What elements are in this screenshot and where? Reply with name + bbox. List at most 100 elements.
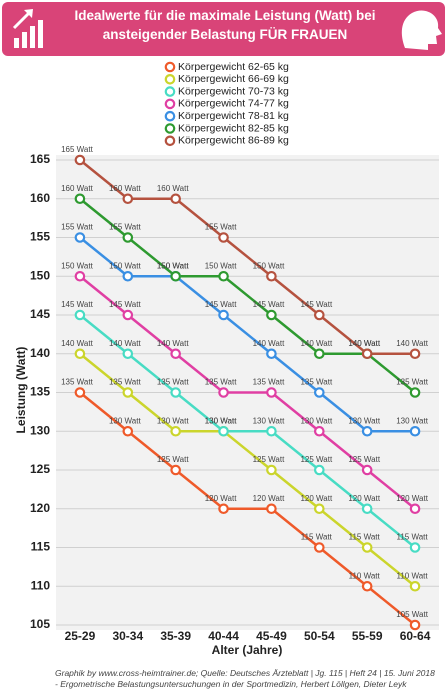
y-tick-label: 165 <box>30 152 50 166</box>
data-point <box>122 309 134 321</box>
data-point <box>314 503 325 515</box>
data-label: 150 Watt <box>157 261 189 270</box>
data-point <box>314 309 325 321</box>
data-label: 130 Watt <box>396 416 428 425</box>
data-point <box>314 387 325 398</box>
data-label: 120 Watt <box>396 494 428 503</box>
data-label: 135 Watt <box>300 378 332 387</box>
data-label: 130 Watt <box>300 416 332 425</box>
data-label: 130 Watt <box>205 416 237 425</box>
data-point <box>218 425 229 437</box>
data-label: 155 Watt <box>109 223 141 232</box>
data-label: 140 Watt <box>348 339 380 348</box>
data-point <box>122 193 134 205</box>
legend-marker <box>164 61 176 73</box>
data-label: 145 Watt <box>253 300 285 309</box>
data-point <box>122 270 134 282</box>
legend-marker <box>164 98 176 110</box>
data-point <box>74 387 86 398</box>
legend-marker <box>164 110 176 122</box>
y-tick-label: 105 <box>30 617 50 631</box>
data-point <box>266 464 277 476</box>
legend-label: Körpergewicht 70-73 kg <box>178 85 289 97</box>
x-tick-label: 45-49 <box>256 629 287 643</box>
data-label: 135 Watt <box>396 378 428 387</box>
data-label: 130 Watt <box>157 416 189 425</box>
data-point <box>361 348 373 360</box>
data-point <box>409 425 421 437</box>
data-point <box>361 580 373 592</box>
legend-marker <box>164 123 176 134</box>
data-point <box>266 503 277 515</box>
data-label: 140 Watt <box>109 339 141 348</box>
data-point <box>122 425 134 437</box>
y-tick-label: 125 <box>30 462 50 476</box>
data-point <box>409 503 421 515</box>
data-label: 120 Watt <box>300 494 332 503</box>
x-tick-label: 25-29 <box>65 629 96 643</box>
data-label: 155 Watt <box>205 223 237 232</box>
data-point <box>170 425 181 437</box>
data-label: 135 Watt <box>61 378 93 387</box>
data-label: 155 Watt <box>61 223 93 232</box>
data-point <box>266 309 277 321</box>
data-point <box>122 387 134 398</box>
data-label: 150 Watt <box>205 261 237 270</box>
data-point <box>170 193 181 205</box>
data-label: 110 Watt <box>397 571 429 580</box>
data-label: 165 Watt <box>61 145 93 154</box>
data-label: 125 Watt <box>253 455 285 464</box>
data-label: 115 Watt <box>349 533 381 542</box>
x-axis-label: Alter (Jahre) <box>212 643 283 657</box>
series-line <box>79 197 416 394</box>
data-point <box>409 348 421 360</box>
data-label: 130 Watt <box>109 416 141 425</box>
data-point <box>409 387 421 398</box>
source-note: Graphik by www.cross-heimtrainer.de; Que… <box>55 668 435 689</box>
x-tick-label: 50-54 <box>304 629 335 643</box>
series-line <box>79 391 416 626</box>
data-label: 135 Watt <box>253 378 285 387</box>
data-label: 130 Watt <box>205 416 237 425</box>
data-point <box>122 232 134 243</box>
data-label: 160 Watt <box>109 184 141 193</box>
data-point <box>409 542 421 553</box>
series-line <box>79 236 416 433</box>
y-tick-label: 145 <box>30 307 50 321</box>
data-point <box>361 542 373 553</box>
data-point <box>74 270 86 282</box>
data-point <box>361 464 373 476</box>
y-tick-label: 155 <box>30 230 50 244</box>
data-label: 105 Watt <box>396 610 428 619</box>
y-axis-label: Leistung (Watt) <box>14 347 28 434</box>
data-label: 130 Watt <box>253 416 285 425</box>
data-label: 135 Watt <box>109 378 141 387</box>
data-label: 140 Watt <box>157 339 189 348</box>
x-tick-label: 35-39 <box>160 629 191 643</box>
data-label: 160 Watt <box>61 184 93 193</box>
y-tick-label: 130 <box>30 423 50 437</box>
data-point <box>314 542 325 553</box>
data-point <box>74 309 86 321</box>
y-tick-label: 120 <box>30 501 50 515</box>
data-point <box>314 348 325 360</box>
series-line <box>79 275 416 510</box>
legend-label: Körpergewicht 62-65 kg <box>178 61 289 73</box>
data-point <box>74 348 86 360</box>
x-tick-label: 30-34 <box>112 629 143 643</box>
data-point <box>218 387 229 398</box>
data-point <box>170 270 181 282</box>
data-label: 115 Watt <box>397 533 429 542</box>
data-label: 140 Watt <box>300 339 332 348</box>
data-point <box>409 580 421 592</box>
y-tick-label: 115 <box>31 540 51 554</box>
y-tick-label: 110 <box>31 578 51 592</box>
data-label: 140 Watt <box>348 339 380 348</box>
legend-marker <box>164 135 176 147</box>
data-label: 150 Watt <box>253 261 285 270</box>
y-tick-label: 160 <box>30 191 50 205</box>
chart-icon <box>12 9 43 48</box>
data-label: 150 Watt <box>157 261 189 270</box>
woman-icon <box>401 10 442 50</box>
